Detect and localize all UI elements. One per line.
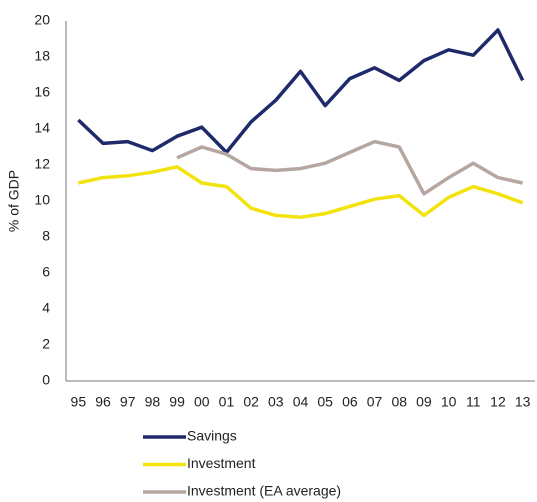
y-tick-label: 4	[42, 300, 50, 316]
series-line	[176, 139, 524, 196]
y-axis-label: % of GDP	[6, 170, 22, 232]
y-tick-label: 20	[34, 12, 50, 28]
x-tick-label: 01	[219, 394, 235, 410]
x-tick-label: 09	[416, 394, 432, 410]
y-tick-label: 14	[34, 120, 50, 136]
x-tick-label: 13	[515, 394, 531, 410]
x-tick-label: 07	[367, 394, 383, 410]
y-tick-label: 10	[34, 192, 50, 208]
x-tick-label: 00	[194, 394, 210, 410]
x-tick-label: 95	[71, 394, 87, 410]
x-tick-label: 12	[490, 394, 506, 410]
x-tick-label: 04	[293, 394, 309, 410]
x-tick-label: 10	[441, 394, 457, 410]
y-tick-label: 18	[34, 48, 50, 64]
y-tick-label: 2	[42, 336, 50, 352]
y-tick-label: 8	[42, 228, 50, 244]
y-tick-label: 16	[34, 84, 50, 100]
x-tick-label: 03	[268, 394, 284, 410]
x-tick-label: 05	[317, 394, 333, 410]
x-tick-label: 08	[391, 394, 407, 410]
y-tick-label: 12	[34, 156, 50, 172]
legend-label: Savings	[187, 428, 237, 444]
x-tick-label: 99	[169, 394, 185, 410]
legend-label: Investment	[187, 455, 256, 471]
series-line	[77, 28, 525, 155]
x-tick-label: 02	[243, 394, 259, 410]
x-tick-label: 06	[342, 394, 358, 410]
series-line	[77, 165, 524, 219]
x-tick-label: 11	[466, 394, 481, 410]
y-tick-label: 6	[42, 264, 50, 280]
x-tick-label: 96	[95, 394, 111, 410]
x-tick-label: 98	[145, 394, 161, 410]
x-tick-label: 97	[120, 394, 136, 410]
y-tick-label: 0	[42, 372, 50, 388]
legend-label: Investment (EA average)	[187, 483, 341, 499]
